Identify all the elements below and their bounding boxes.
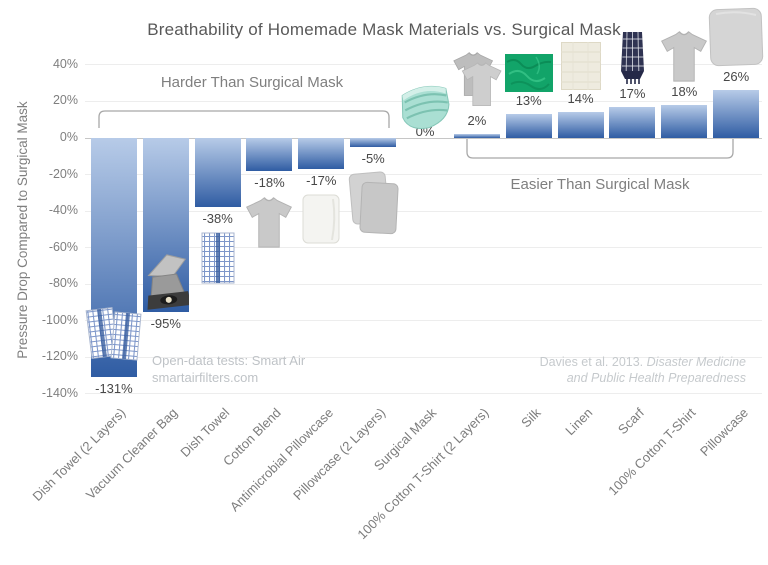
bar-value-label: 18% xyxy=(671,84,698,100)
y-tick-label: -140% xyxy=(41,385,78,400)
bar-value-label: 14% xyxy=(567,91,594,107)
easier-annotation: Easier Than Surgical Mask xyxy=(510,176,690,193)
y-tick-label: -80% xyxy=(48,276,78,291)
y-tick-label: -20% xyxy=(48,166,78,181)
bar xyxy=(453,134,500,138)
bar-value-label: -38% xyxy=(202,211,233,227)
citation: Davies et al. 2013. Disaster Medicine an… xyxy=(500,354,746,386)
y-tick-label: 40% xyxy=(52,56,78,71)
dish-towel-2-layers-icon xyxy=(85,305,143,363)
pillowcase-2-layers-icon xyxy=(345,171,401,237)
bar xyxy=(661,105,708,138)
gridline xyxy=(85,320,762,322)
cotton-tshirt-icon xyxy=(656,29,712,83)
silk-icon xyxy=(504,54,553,93)
easier-bracket xyxy=(466,139,734,159)
bar xyxy=(609,106,656,138)
bar xyxy=(246,138,293,171)
vacuum-cleaner-bag-icon xyxy=(143,250,189,310)
bar-value-label: 2% xyxy=(467,113,487,129)
gridline xyxy=(85,283,762,285)
gridline xyxy=(85,356,762,358)
harder-bracket xyxy=(98,110,390,128)
chart-title: Breathability of Homemade Mask Materials… xyxy=(147,20,621,39)
bar-value-label: -131% xyxy=(95,381,133,397)
bar xyxy=(298,138,345,170)
bar xyxy=(557,112,604,138)
y-tick-label: 20% xyxy=(52,93,78,108)
bar-value-label: 17% xyxy=(619,85,646,101)
surgical-mask-icon xyxy=(397,76,453,134)
gridline xyxy=(85,247,762,249)
bar-value-label: -5% xyxy=(361,151,385,167)
dish-towel-icon xyxy=(199,231,237,285)
citation-journal-line1: Disaster Medicine xyxy=(646,355,746,369)
gridline xyxy=(85,174,762,176)
gridline xyxy=(85,393,762,395)
source-note-line1: Open-data tests: Smart Air xyxy=(152,353,306,368)
pillowcase-icon xyxy=(706,6,766,68)
gridline xyxy=(85,64,762,66)
bar-value-label: -95% xyxy=(150,315,181,331)
cotton-tshirt-2-layers-icon xyxy=(449,48,505,112)
citation-journal-line2: and Public Health Preparedness xyxy=(566,371,746,385)
bar xyxy=(194,138,241,208)
bar xyxy=(505,114,552,138)
antimicrobial-pillowcase-icon xyxy=(300,193,342,245)
linen-icon xyxy=(560,42,601,91)
source-note-line2: smartairfilters.com xyxy=(152,370,259,385)
harder-annotation: Harder Than Surgical Mask xyxy=(160,74,344,91)
citation-normal: Davies et al. 2013. xyxy=(539,355,644,369)
bar-value-label: -17% xyxy=(306,173,337,189)
baseline-gridline xyxy=(85,137,762,139)
y-tick-label: 0% xyxy=(59,130,78,144)
y-tick-label: -120% xyxy=(41,349,78,364)
bar xyxy=(350,138,397,148)
bar-value-label: -18% xyxy=(254,174,285,190)
y-tick-label: -60% xyxy=(48,239,78,254)
source-note: Open-data tests: Smart Air smartairfilte… xyxy=(152,352,305,386)
scarf-icon xyxy=(614,31,650,85)
y-tick-label: -40% xyxy=(48,203,78,218)
gridline xyxy=(85,210,762,212)
bar-value-label: 13% xyxy=(515,93,542,109)
bar xyxy=(713,90,760,138)
cotton-blend-tshirt-icon xyxy=(241,195,297,249)
bar-value-label: 26% xyxy=(723,69,750,85)
y-tick-label: -100% xyxy=(41,312,78,327)
